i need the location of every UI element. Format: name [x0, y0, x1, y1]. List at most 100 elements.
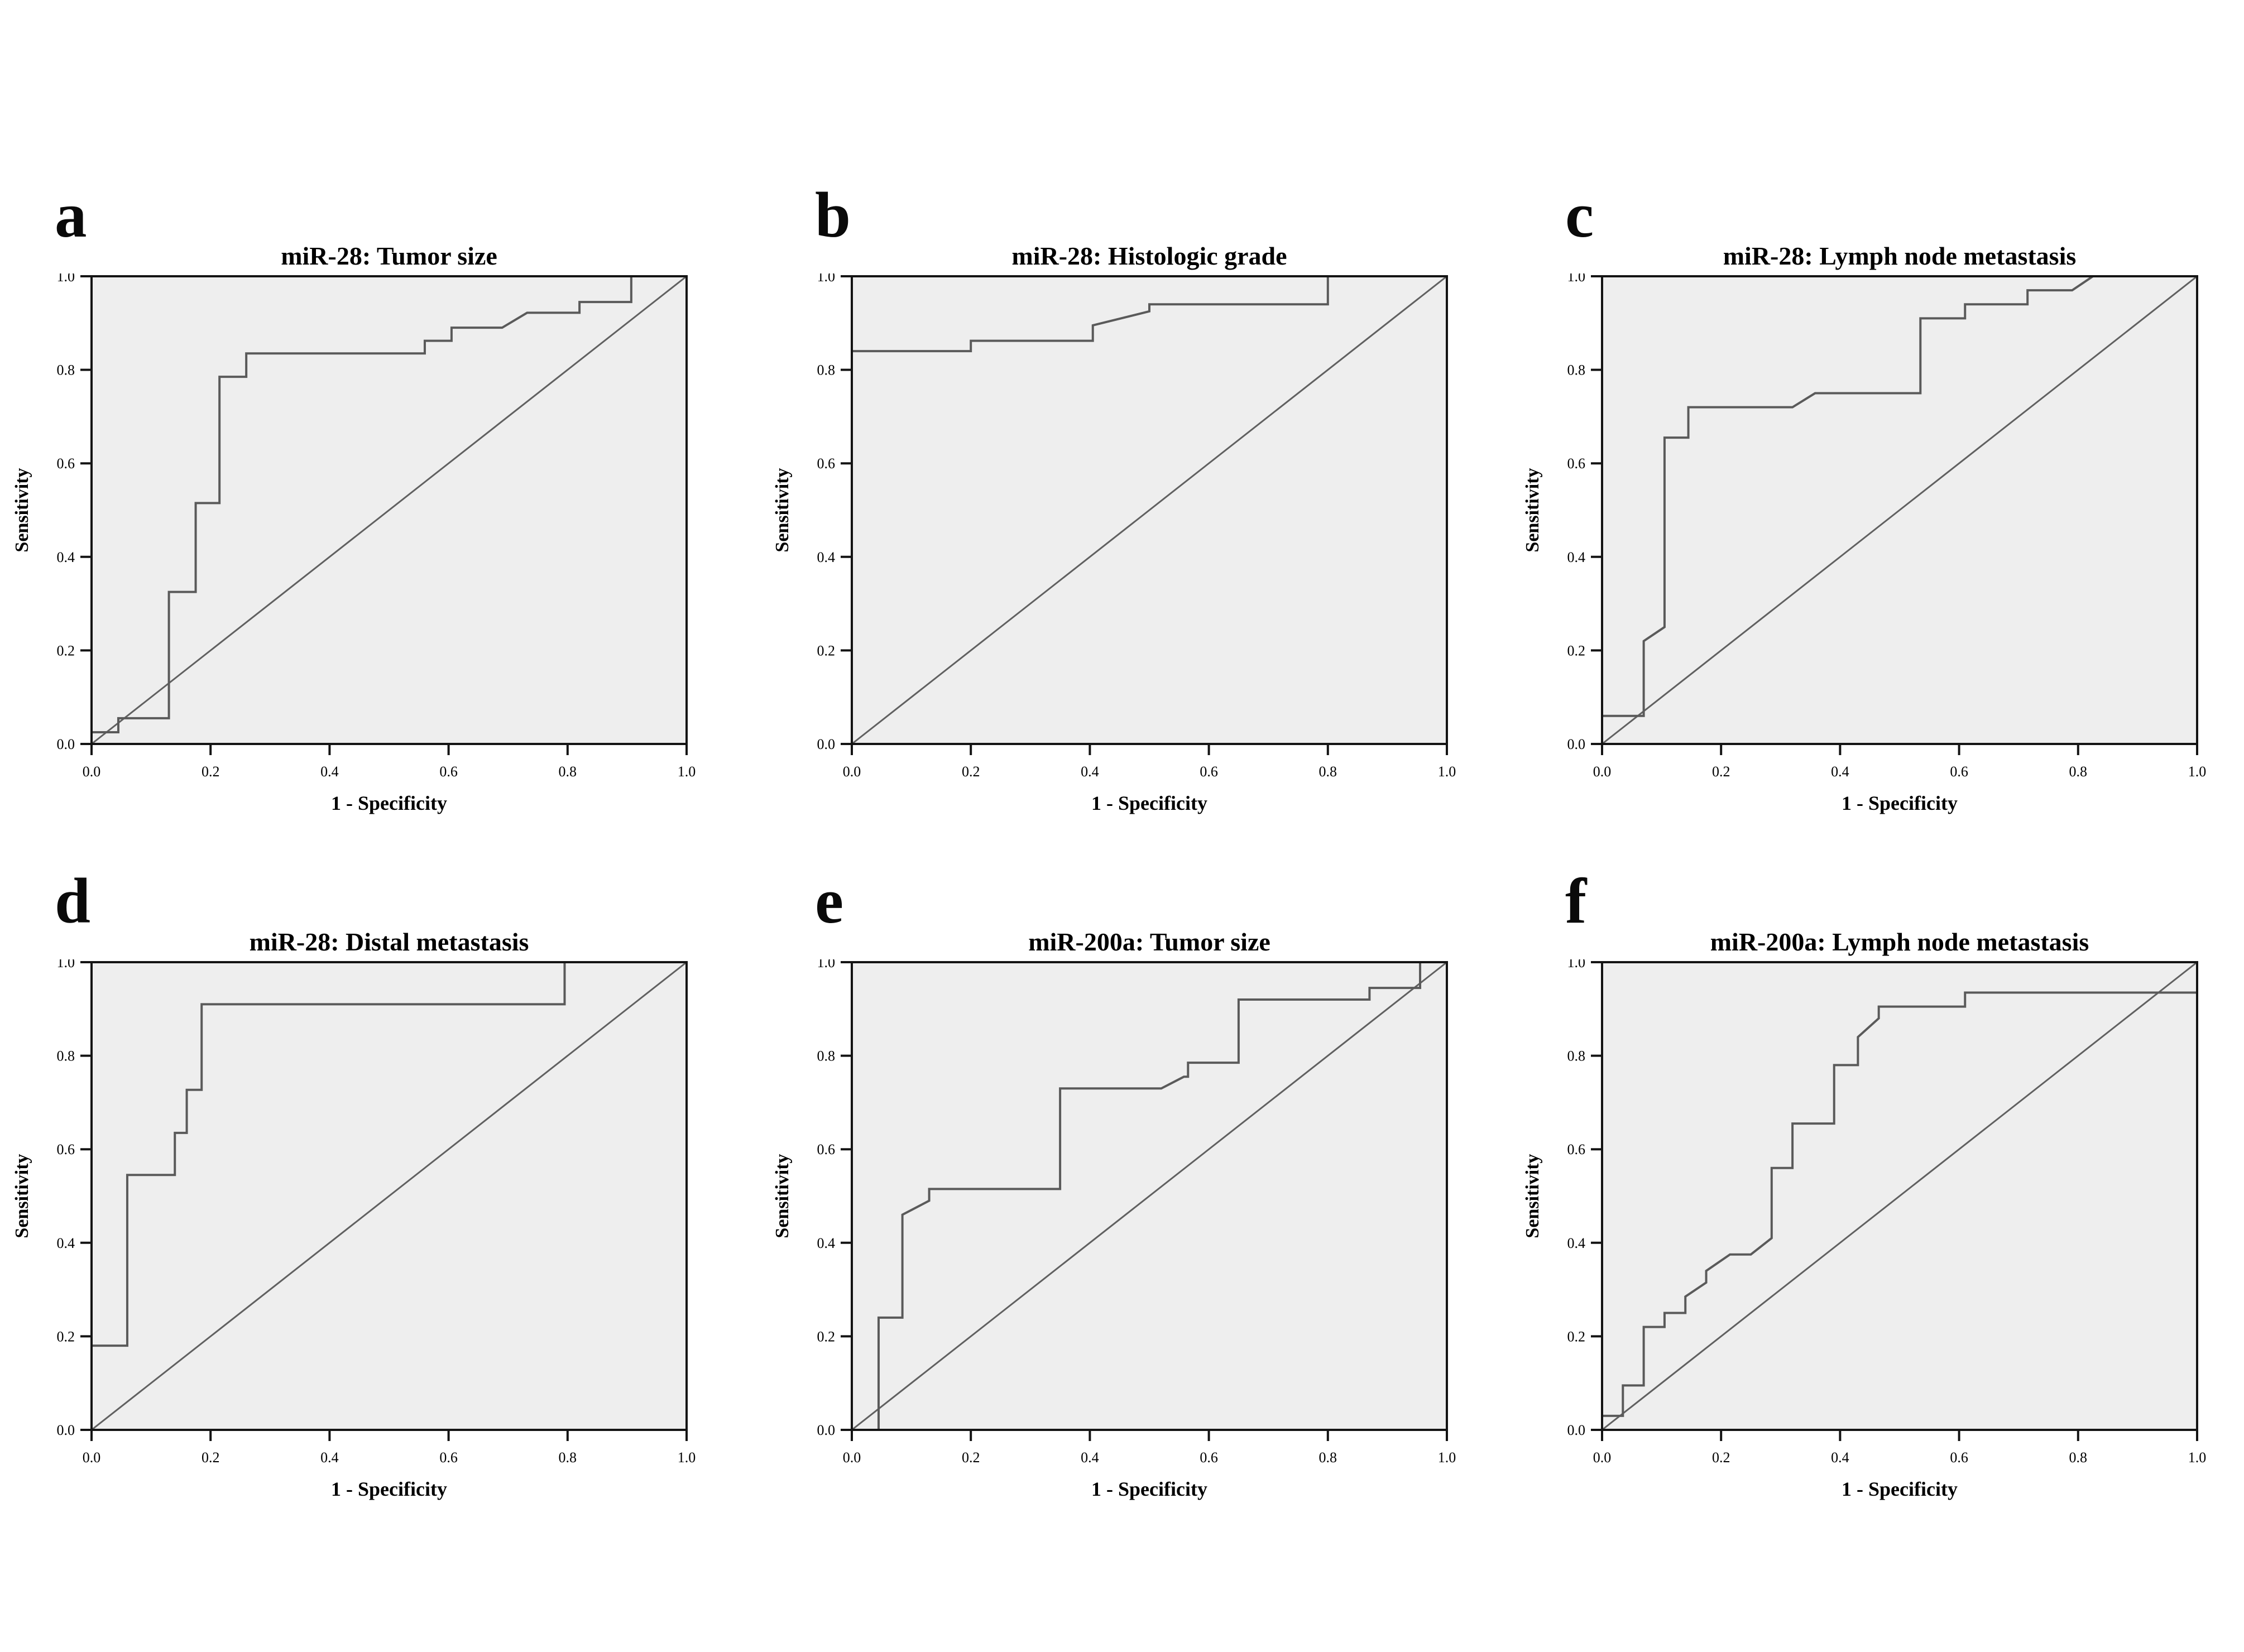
x-axis-label: 1 - Specificity: [1091, 1478, 1207, 1500]
y-axis-tick-label: 1.0: [1567, 273, 1586, 285]
roc-curve: [852, 961, 1447, 1431]
x-axis-tick-label: 0.8: [1319, 1449, 1337, 1466]
x-axis-tick-label: 0.4: [320, 1449, 339, 1466]
x-axis-tick-label: 1.0: [678, 1449, 696, 1466]
x-axis-tick-label: 0.0: [1593, 763, 1612, 780]
roc-curve: [90, 275, 687, 744]
y-axis-tick-label: 0.4: [817, 1235, 836, 1251]
y-axis-tick-label: 0.8: [817, 1048, 836, 1064]
plot-frame: [851, 961, 1448, 1431]
y-axis-tick-label: 0.2: [57, 1328, 75, 1344]
x-axis-label: 1 - Specificity: [1842, 1478, 1958, 1500]
x-axis-tick-label: 0.2: [962, 1449, 980, 1466]
y-axis-tick-label: 1.0: [57, 273, 75, 285]
roc-panel-e: e miR-200a: Tumor size 0.0 0.2 0.4 0.6 0.8 1.…: [757, 869, 1483, 1523]
y-axis-tick-label: 0.4: [57, 1235, 75, 1251]
x-axis-tick-label: 0.0: [83, 1449, 101, 1466]
panel-letter-c: c: [1565, 180, 1594, 251]
roc-panel-a: a miR-28: Tumor size 0.0 0.2 0.4 0.6 0.8 1.0 0…: [0, 183, 722, 837]
y-axis-tick-label: 0.2: [1567, 642, 1586, 659]
y-axis-tick-label: 0.6: [1567, 455, 1586, 472]
y-axis-label: Sensitivity: [12, 1154, 32, 1238]
x-axis-tick-label: 0.2: [962, 763, 980, 780]
x-axis-tick-label: 0.8: [2069, 763, 2088, 780]
x-axis-tick-label: 0.6: [1950, 1449, 1968, 1466]
roc-chart-b: 0.0 0.2 0.4 0.6 0.8 1.0 0.0 0.2 0.4 0.6 0.8 1.0 1 - …: [772, 273, 1456, 814]
y-axis-tick-label: 0.0: [57, 736, 75, 752]
x-axis-tick-label: 0.0: [83, 763, 101, 780]
roc-panel-d: d miR-28: Distal metastasis 0.0 0.2 0.4 0.6…: [0, 869, 722, 1523]
y-axis-tick-label: 1.0: [817, 273, 836, 285]
y-axis-label: Sensitivity: [1522, 468, 1543, 552]
y-axis-tick-label: 0.2: [1567, 1328, 1586, 1344]
roc-chart-c: 0.0 0.2 0.4 0.6 0.8 1.0 0.0 0.2 0.4 0.6 0.8 1.0 1 - …: [1522, 273, 2206, 814]
plot-frame: [1601, 275, 2198, 745]
y-axis-tick-label: 1.0: [817, 959, 836, 971]
chart-title-f: miR-200a: Lymph node metastasis: [1710, 928, 2089, 956]
chart-title-b: miR-28: Histologic grade: [1011, 242, 1287, 270]
roc-panel-c: c miR-28: Lymph node metastasis 0.0 0.2 0.…: [1507, 183, 2233, 837]
y-axis-tick-label: 0.0: [817, 736, 836, 752]
y-axis-tick-label: 0.2: [817, 642, 836, 659]
roc-panel-b: b miR-28: Histologic grade 0.0 0.2 0.4 0.6 0…: [757, 183, 1483, 837]
reference-diagonal-line: [1602, 961, 2198, 1431]
y-axis-label: Sensitivity: [12, 468, 32, 552]
plot-frame: [1601, 961, 2198, 1431]
roc-curve: [1601, 275, 2197, 744]
y-axis-tick-label: 0.4: [1567, 1235, 1586, 1251]
y-axis-tick-label: 0.6: [817, 455, 836, 472]
x-axis-tick-label: 0.4: [1081, 1449, 1099, 1466]
x-axis-tick-label: 0.6: [1200, 763, 1218, 780]
x-axis-tick-label: 0.4: [1831, 763, 1849, 780]
x-axis-tick-label: 1.0: [678, 763, 696, 780]
y-axis-tick-label: 0.8: [1567, 362, 1586, 378]
x-axis-tick-label: 0.8: [559, 1449, 577, 1466]
panel-letter-b: b: [815, 180, 851, 251]
y-axis-tick-label: 0.0: [1567, 1422, 1586, 1438]
y-axis-tick-label: 0.0: [817, 1422, 836, 1438]
reference-diagonal-line: [1602, 275, 2198, 745]
roc-chart-e: 0.0 0.2 0.4 0.6 0.8 1.0 0.0 0.2 0.4 0.6 0.8 1.0 1 - …: [772, 959, 1456, 1500]
plot-frame: [90, 275, 688, 745]
x-axis-tick-label: 0.2: [202, 763, 220, 780]
y-axis-tick-label: 0.2: [57, 642, 75, 659]
x-axis-tick-label: 0.8: [2069, 1449, 2088, 1466]
x-axis-label: 1 - Specificity: [331, 1478, 447, 1500]
x-axis-tick-label: 0.4: [1831, 1449, 1849, 1466]
y-axis-tick-label: 0.6: [817, 1141, 836, 1158]
y-axis-tick-label: 0.4: [1567, 549, 1586, 565]
roc-panel-f: f miR-200a: Lymph node metastasis 0.0 0.2…: [1507, 869, 2233, 1523]
x-axis-tick-label: 1.0: [1438, 1449, 1456, 1466]
plot-frame: [851, 275, 1448, 745]
chart-title-a: miR-28: Tumor size: [281, 242, 497, 270]
y-axis-tick-label: 0.0: [1567, 736, 1586, 752]
panel-letter-d: d: [55, 866, 90, 937]
y-axis-tick-label: 0.8: [1567, 1048, 1586, 1064]
panel-letter-f: f: [1565, 866, 1587, 937]
plot-frame: [90, 961, 688, 1431]
chart-title-e: miR-200a: Tumor size: [1028, 928, 1270, 956]
x-axis-label: 1 - Specificity: [1842, 792, 1958, 814]
y-axis-tick-label: 0.8: [817, 362, 836, 378]
y-axis-tick-label: 0.2: [817, 1328, 836, 1344]
y-axis-tick-label: 1.0: [1567, 959, 1586, 971]
y-axis-tick-label: 0.6: [1567, 1141, 1586, 1158]
reference-diagonal-line: [851, 275, 1447, 745]
roc-chart-a: 0.0 0.2 0.4 0.6 0.8 1.0 0.0 0.2 0.4 0.6 0.8 1.0 1 - …: [12, 273, 696, 814]
x-axis-tick-label: 0.4: [1081, 763, 1099, 780]
x-axis-label: 1 - Specificity: [331, 792, 447, 814]
panel-letter-e: e: [815, 866, 844, 937]
panel-letter-a: a: [55, 180, 87, 251]
chart-title-c: miR-28: Lymph node metastasis: [1723, 242, 2077, 270]
y-axis-tick-label: 0.6: [57, 1141, 75, 1158]
x-axis-tick-label: 0.2: [1712, 763, 1730, 780]
y-axis-tick-label: 0.4: [817, 549, 836, 565]
x-axis-tick-label: 0.8: [1319, 763, 1337, 780]
y-axis-label: Sensitivity: [1522, 1154, 1543, 1238]
y-axis-label: Sensitivity: [772, 1154, 793, 1238]
reference-diagonal-line: [91, 275, 687, 745]
roc-chart-d: 0.0 0.2 0.4 0.6 0.8 1.0 0.0 0.2 0.4 0.6 0.8 1.0 1 - …: [12, 959, 696, 1500]
y-axis-tick-label: 0.0: [57, 1422, 75, 1438]
x-axis-tick-label: 0.0: [843, 1449, 861, 1466]
